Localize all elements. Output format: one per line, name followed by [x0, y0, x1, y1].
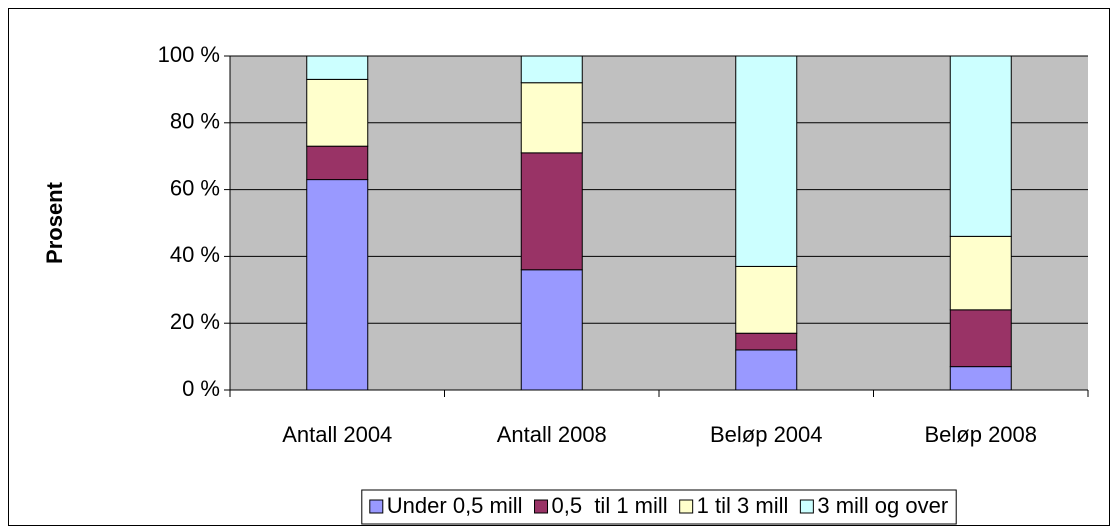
bar-segment — [520, 55, 583, 84]
bar-segment — [949, 235, 1012, 311]
x-tick-label: Antall 2004 — [282, 422, 392, 447]
bar-segment — [306, 55, 369, 80]
legend-swatch — [534, 499, 549, 514]
bar-segment — [520, 82, 583, 154]
bar-segment — [520, 152, 583, 271]
bar-segment — [306, 78, 369, 147]
bar-segment — [306, 179, 369, 391]
x-tick-label: Antall 2008 — [497, 422, 607, 447]
legend: Under 0,5 mill 0,5 til 1 mill 1 til 3 mill… — [361, 489, 957, 525]
bar-segment — [520, 269, 583, 391]
x-tick-label: Beløp 2008 — [924, 422, 1037, 447]
legend-swatch — [799, 499, 814, 514]
legend-swatch — [679, 499, 694, 514]
y-axis-title: Prosent — [42, 181, 67, 264]
bar-segment — [949, 309, 1012, 368]
bar-segment — [949, 366, 1012, 391]
legend-box — [361, 489, 957, 525]
y-tick-label: 80 % — [170, 109, 220, 134]
legend-label: 1 til 3 mill — [697, 493, 789, 518]
bar-segment — [735, 55, 798, 267]
plot-area — [230, 56, 1088, 390]
bar-segment — [735, 332, 798, 351]
x-tick-label: Beløp 2004 — [710, 422, 823, 447]
y-tick-label: 20 % — [170, 309, 220, 334]
bar-segment — [949, 55, 1012, 237]
y-tick-label: 0 % — [182, 376, 220, 401]
bar-segment — [735, 349, 798, 391]
y-tick-label: 60 % — [170, 175, 220, 200]
bar-segment — [735, 265, 798, 334]
legend-swatch — [369, 499, 384, 514]
legend-label: 0,5 til 1 mill — [552, 493, 668, 518]
bar-segment — [306, 145, 369, 181]
y-tick-label: 40 % — [170, 242, 220, 267]
y-tick-label: 100 % — [158, 42, 220, 67]
legend-label: 3 mill og over — [817, 493, 948, 518]
legend-label: Under 0,5 mill — [387, 493, 523, 518]
